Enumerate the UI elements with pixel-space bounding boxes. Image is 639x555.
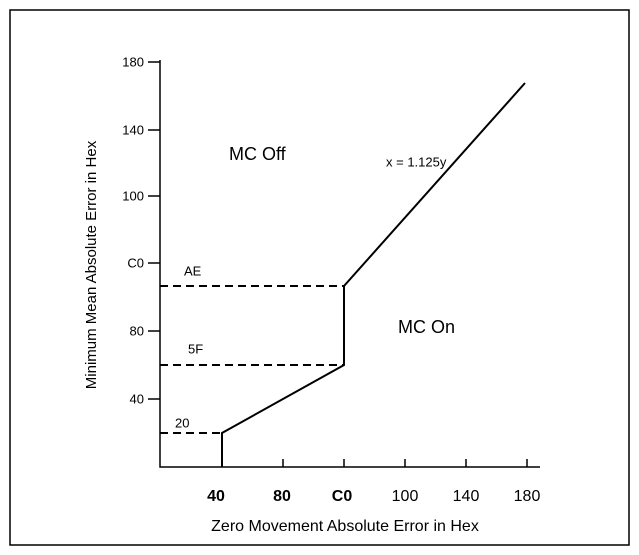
x-tick-label: 80: [273, 488, 291, 505]
x-tick-label: 140: [453, 488, 480, 505]
y-tick-label: 140: [122, 122, 144, 137]
region-label: MC On: [398, 317, 455, 337]
y-tick-label: C0: [127, 255, 144, 270]
region-label: MC Off: [229, 144, 287, 164]
y-tick-label: 100: [122, 188, 144, 203]
x-tick-label: 40: [207, 488, 225, 505]
y-axis-title: Minimum Mean Absolute Error in Hex: [83, 140, 100, 389]
x-tick-label: C0: [332, 488, 353, 505]
x-tick-label: 100: [392, 488, 419, 505]
y-tick-label: 80: [130, 323, 144, 338]
x-axis-title: Zero Movement Absolute Error in Hex: [211, 518, 479, 535]
axes: [159, 60, 540, 468]
level-label: AE: [184, 263, 202, 278]
level-lines: [160, 285, 344, 434]
y-tick-label: 40: [130, 391, 144, 406]
level-label: 20: [175, 415, 189, 430]
threshold-line: [221, 82, 526, 467]
level-label: 5F: [188, 341, 203, 356]
y-tick-label: 180: [122, 54, 144, 69]
equation: x = 1.125y: [386, 154, 447, 169]
x-tick-label: 180: [514, 488, 541, 505]
frame: [9, 9, 630, 546]
x-ticks: [221, 459, 528, 467]
y-ticks: [148, 61, 160, 400]
